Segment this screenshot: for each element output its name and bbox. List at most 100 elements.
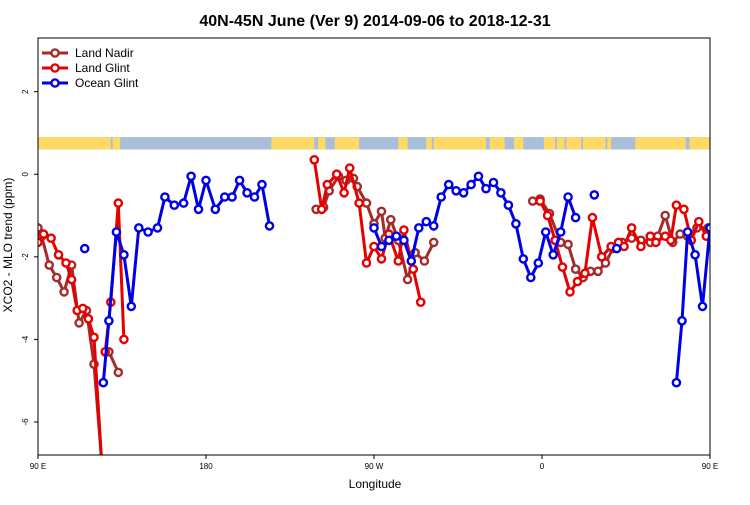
series-1-point-3-0 (537, 198, 544, 205)
series-1-point-2-3 (333, 171, 340, 178)
series-1-point-2-0 (311, 156, 318, 163)
series-1-point-0-2 (48, 235, 55, 242)
series-0-point-2-7 (363, 200, 370, 207)
series-2-point-3-0 (591, 191, 598, 198)
series-2-point-1-11 (188, 173, 195, 180)
legend-marker-1 (51, 64, 58, 71)
legend-marker-0 (51, 49, 58, 56)
x-tick-label-0: 90 E (30, 462, 46, 471)
series-0-point-2-11 (387, 216, 394, 223)
series-1-point-1-3 (120, 336, 127, 343)
y-tick-label-1: 0 (21, 171, 30, 176)
series-2-point-2-25 (557, 228, 564, 235)
series-2-point-2-18 (505, 202, 512, 209)
series-1-point-0-5 (68, 276, 75, 283)
series-2-point-1-9 (171, 202, 178, 209)
series-2-point-1-5 (135, 224, 142, 231)
x-tick-label-2: 90 W (365, 462, 384, 471)
x-tick-label-3: 0 (540, 462, 545, 471)
band-land-2 (271, 137, 314, 149)
chart-title: 40N-45N June (Ver 9) 2014-09-06 to 2018-… (199, 13, 550, 30)
band-land-5 (398, 137, 407, 149)
y-tick-label-3: -4 (21, 335, 30, 343)
y-tick-label-4: -6 (21, 418, 30, 426)
band-land-15 (635, 137, 685, 149)
series-2-point-1-17 (236, 177, 243, 184)
series-1-point-2-11 (395, 257, 402, 264)
series-2-point-2-15 (482, 185, 489, 192)
series-0-point-3-0 (529, 198, 536, 205)
series-2-point-4-0 (613, 245, 620, 252)
band-land-16 (689, 137, 710, 149)
series-1-point-3-17 (667, 237, 674, 244)
series-1-point-3-12 (628, 224, 635, 231)
y-tick-label-2: -2 (21, 253, 30, 261)
series-2-point-5-1 (678, 317, 685, 324)
series-2-point-1-2 (113, 228, 120, 235)
series-1-point-3-4 (566, 288, 573, 295)
band-land-6 (426, 137, 432, 149)
series-1-point-3-8 (598, 253, 605, 260)
series-2-point-1-20 (258, 181, 265, 188)
series-0-point-3-25 (733, 288, 740, 295)
series-2-point-1-12 (195, 206, 202, 213)
series-0-point-3-8 (594, 268, 601, 275)
x-tick-label-4: 90 E (702, 462, 718, 471)
series-2-point-2-0 (370, 224, 377, 231)
legend-marker-2 (51, 79, 58, 86)
series-0-point-3-16 (662, 212, 669, 219)
series-2-point-5-4 (699, 303, 706, 310)
band-land-10 (544, 137, 555, 149)
series-2-point-2-22 (535, 259, 542, 266)
series-1-point-2-14 (417, 299, 424, 306)
series-1-point-2-4 (341, 189, 348, 196)
band-land-11 (557, 137, 564, 149)
series-2-point-2-4 (400, 237, 407, 244)
series-0 (34, 173, 750, 463)
series-2-point-0-0 (81, 245, 88, 252)
series-2-point-2-16 (490, 179, 497, 186)
series-0-point-0-3 (53, 274, 60, 281)
series-2-point-1-0 (100, 379, 107, 386)
series-1-point-0-3 (55, 251, 62, 258)
series-1-point-0-9 (90, 334, 97, 341)
series-2-point-1-14 (212, 206, 219, 213)
series-2-point-1-4 (128, 303, 135, 310)
x-axis-label: Longitude (349, 477, 402, 491)
series-2-point-2-7 (423, 218, 430, 225)
y-axis-label: XCO2 - MLO trend (ppm) (1, 178, 15, 313)
series-0-point-3-4 (565, 241, 572, 248)
series-0-point-2-13 (404, 276, 411, 283)
series-1-point-3-18 (673, 202, 680, 209)
series-2-point-1-6 (145, 228, 152, 235)
series-2-point-2-13 (468, 181, 475, 188)
series-2-point-1-19 (251, 193, 258, 200)
series-1-point-2-2 (324, 181, 331, 188)
series-2-point-2-17 (497, 189, 504, 196)
land-mask-band (38, 137, 710, 149)
band-land-9 (514, 137, 523, 149)
series-0-point-2-15 (421, 257, 428, 264)
series-2-point-2-10 (445, 181, 452, 188)
legend-label-0: Land Nadir (75, 46, 134, 60)
series-2-point-2-12 (460, 189, 467, 196)
series-1-point-2-7 (363, 259, 370, 266)
series-2-point-2-27 (572, 214, 579, 221)
series-1-point-1-2 (115, 200, 122, 207)
series-1-point-2-12 (400, 226, 407, 233)
band-land-1 (113, 137, 120, 149)
series-0-point-3-23 (718, 262, 725, 269)
series-2-point-2-24 (550, 251, 557, 258)
band-land-12 (566, 137, 581, 149)
series-1-point-3-7 (589, 214, 596, 221)
series-0-point-0-6 (76, 319, 83, 326)
series-1-point-3-13 (637, 243, 644, 250)
band-land-4 (335, 137, 359, 149)
series-2-point-2-2 (385, 237, 392, 244)
series-1-point-3-25 (727, 276, 734, 283)
band-land-7 (434, 137, 486, 149)
series-0-point-2-16 (430, 239, 437, 246)
series-2-point-2-26 (565, 193, 572, 200)
